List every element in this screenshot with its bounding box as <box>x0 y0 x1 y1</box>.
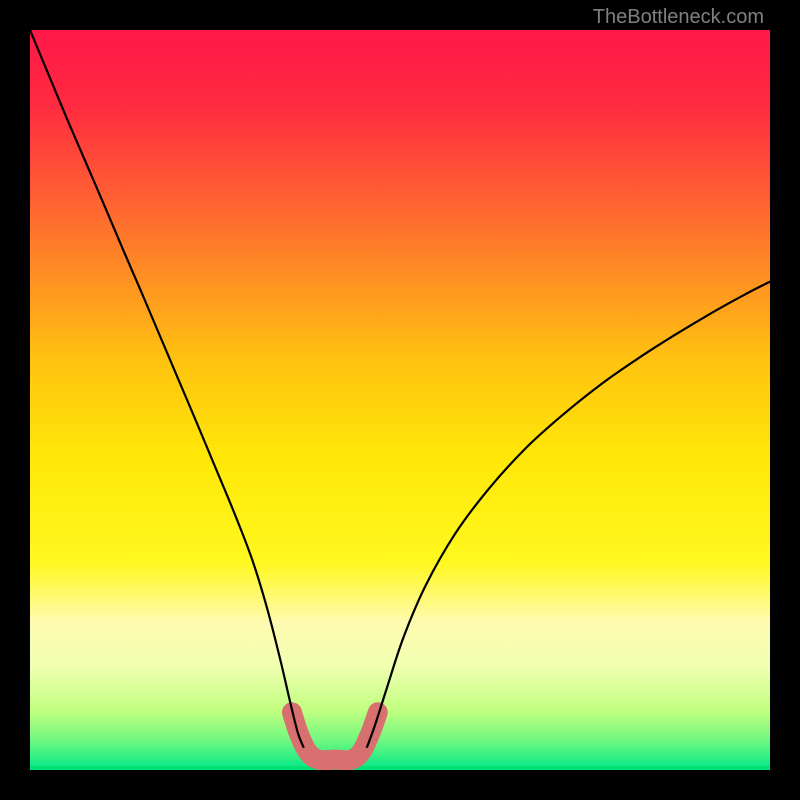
gradient-background <box>30 30 770 770</box>
plot-area <box>30 30 770 770</box>
watermark-text: TheBottleneck.com <box>593 6 764 29</box>
bottleneck-curve-chart <box>30 30 770 770</box>
chart-frame: TheBottleneck.com <box>0 0 800 800</box>
